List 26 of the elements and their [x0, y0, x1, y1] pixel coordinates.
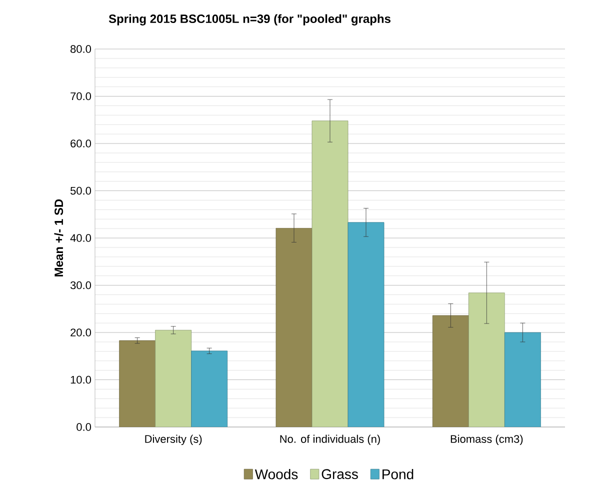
bar — [276, 228, 312, 427]
bar — [348, 222, 384, 427]
y-tick-label: 10.0 — [70, 376, 92, 384]
x-tick-label: Diversity (s) — [145, 434, 202, 446]
y-tick-label: 80.0 — [70, 45, 92, 53]
y-axis-title: Mean +/- 1 SD — [54, 199, 64, 276]
y-tick-label: 40.0 — [70, 234, 92, 242]
legend-label: Woods — [254, 469, 298, 480]
bar — [504, 332, 541, 427]
bar — [312, 120, 348, 427]
legend-label: Grass — [322, 469, 358, 480]
y-tick-label: 50.0 — [70, 186, 92, 195]
bar — [191, 350, 228, 427]
chart-title: Spring 2015 BSC1005L n=39 (for "pooled" graphs — [108, 14, 390, 26]
y-tick-label: 60.0 — [70, 140, 92, 148]
legend-label: Pond — [382, 469, 414, 480]
y-tick-label: 30.0 — [70, 281, 92, 290]
bar — [468, 292, 505, 427]
bar — [155, 330, 192, 427]
y-tick-label: 70.0 — [70, 92, 92, 100]
bar — [432, 315, 469, 427]
bar — [119, 340, 156, 427]
x-tick-label: Biomass (cm3) — [450, 434, 523, 446]
y-tick-label: 20.0 — [70, 328, 92, 336]
x-tick-label: No. of individuals (n) — [280, 434, 380, 446]
y-tick-label: 0.0 — [76, 423, 92, 431]
